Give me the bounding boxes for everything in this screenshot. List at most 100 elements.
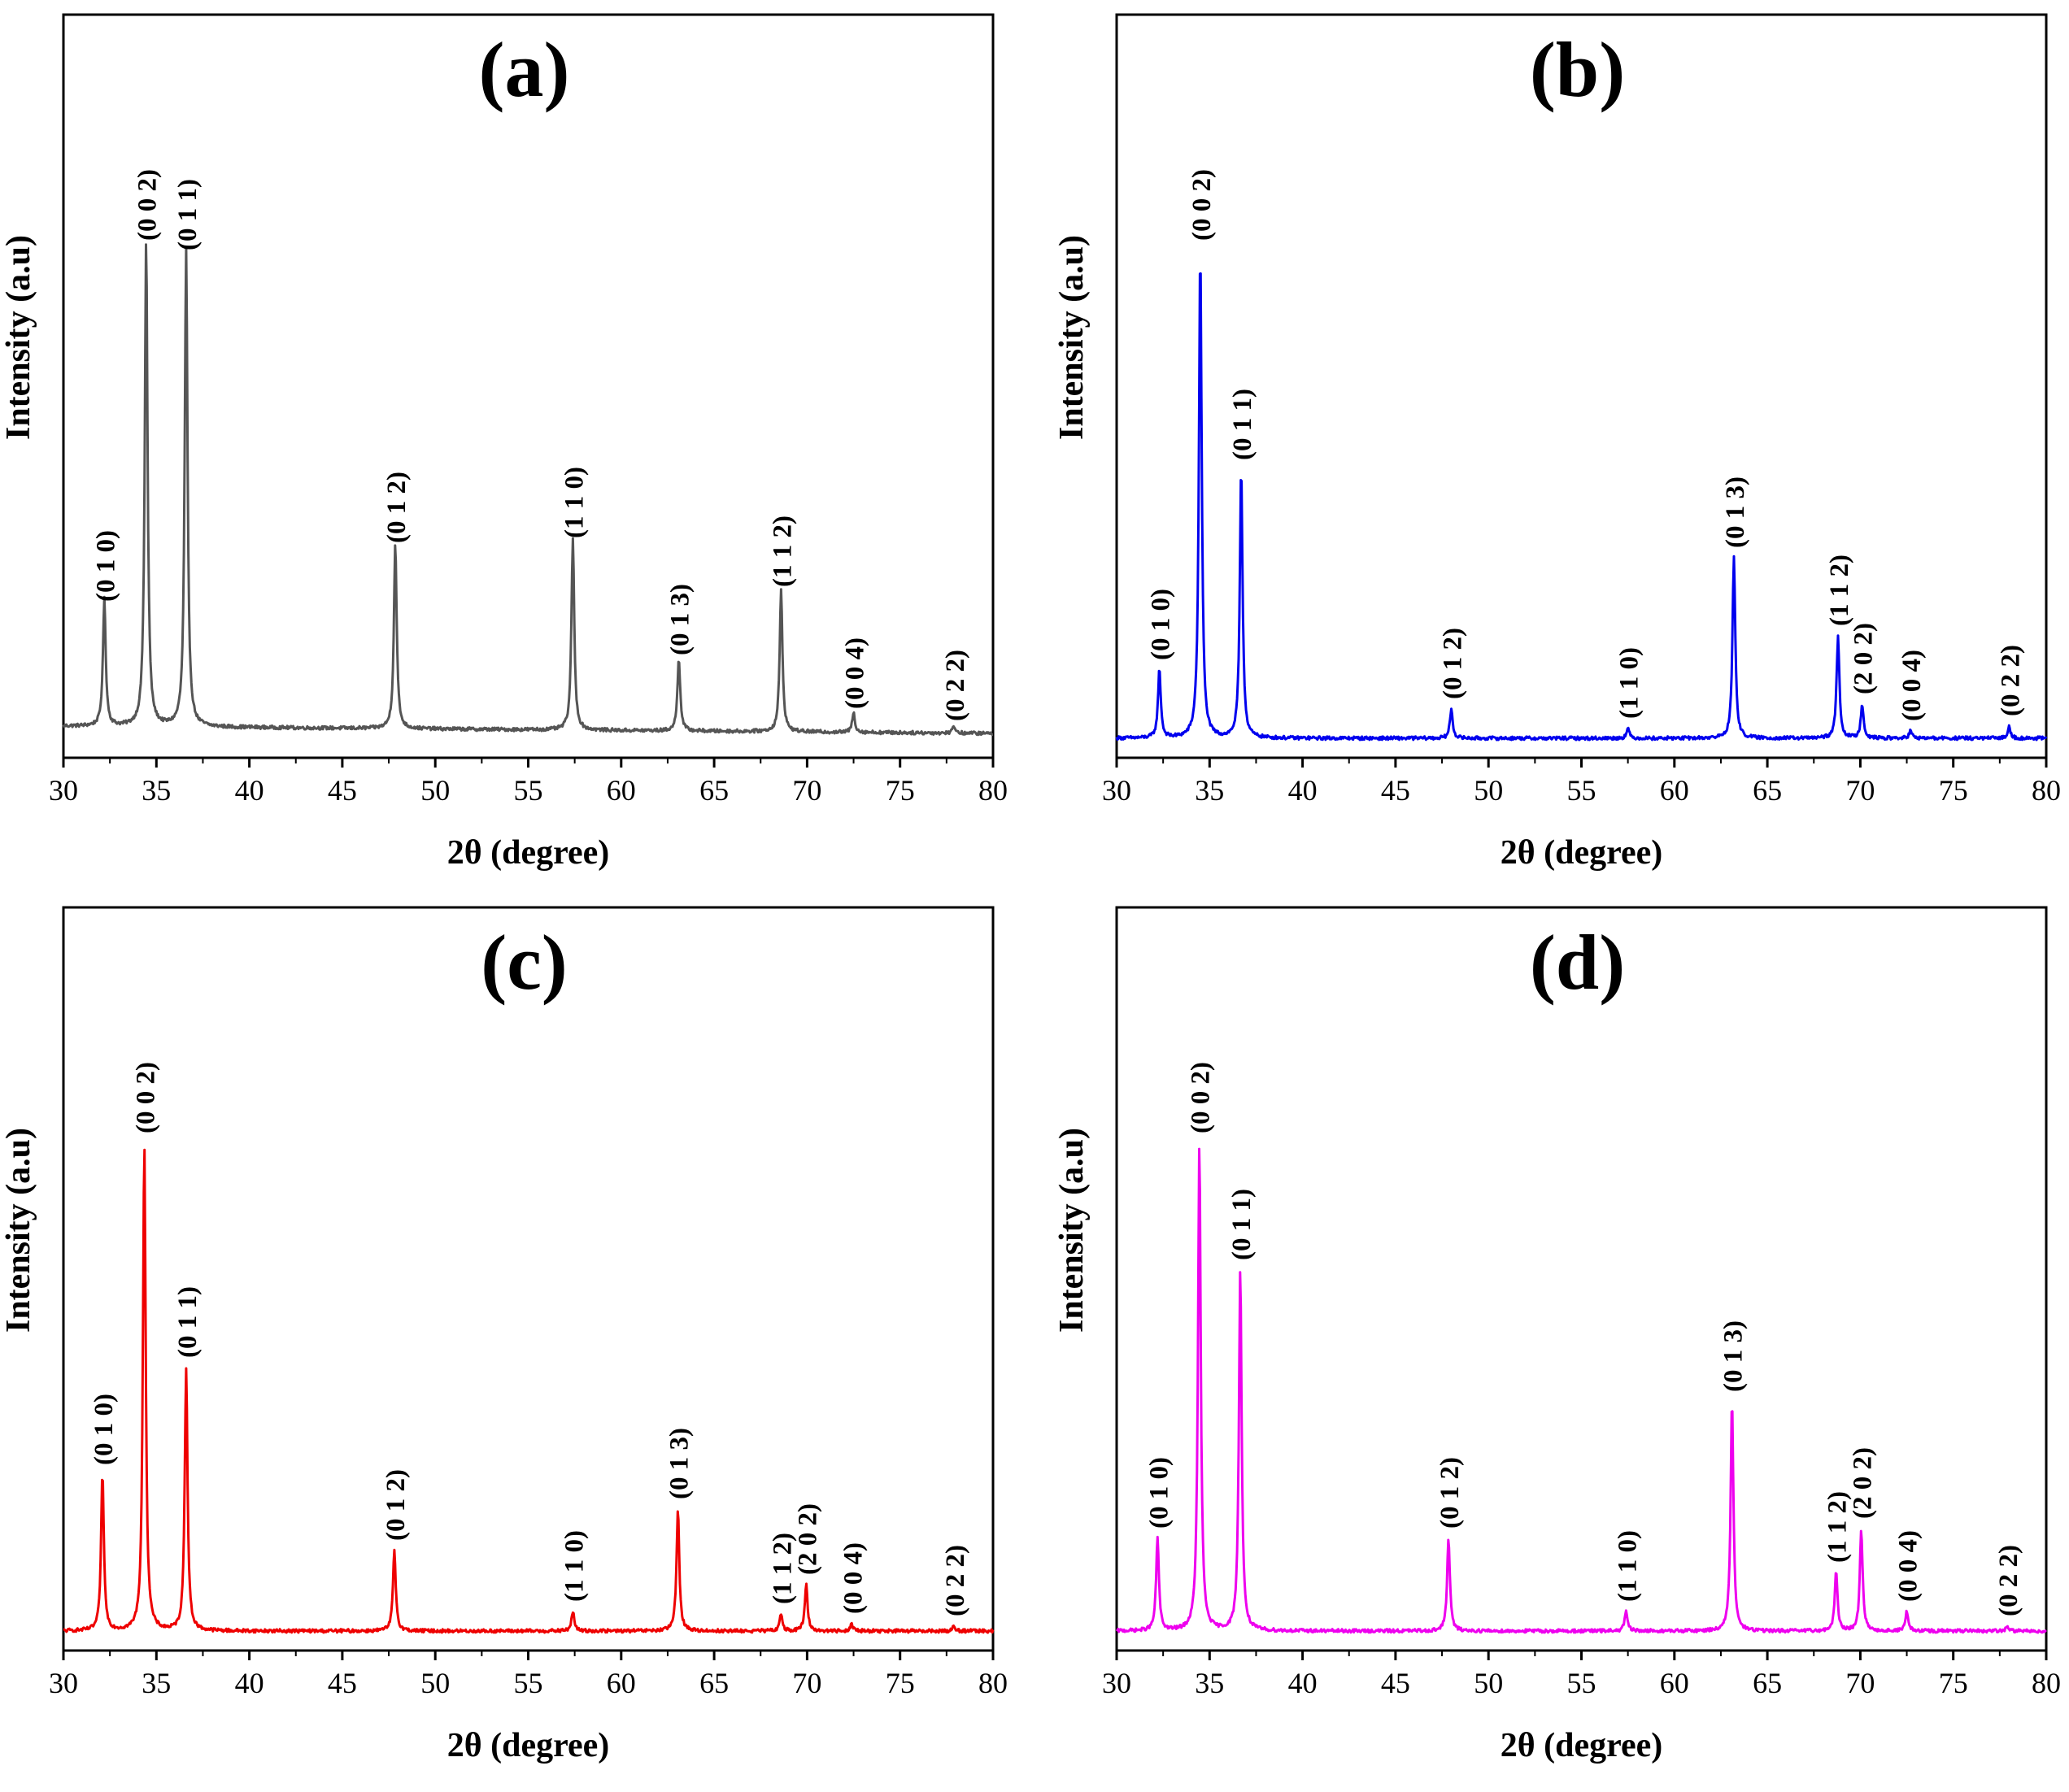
- peak-label: (0 1 1): [1227, 1189, 1257, 1260]
- x-tick-label: 75: [1939, 1667, 1968, 1699]
- peak-label: (0 1 1): [173, 179, 203, 250]
- x-tick-label: 40: [1288, 1667, 1318, 1699]
- x-tick-label: 30: [1102, 1667, 1131, 1699]
- xrd-pattern-line: [63, 1148, 995, 1634]
- peak-label: (1 1 0): [1615, 647, 1644, 719]
- x-tick-label: 75: [1939, 774, 1968, 807]
- peak-label: (0 1 1): [173, 1286, 203, 1358]
- x-tick-label: 65: [1753, 1667, 1782, 1699]
- x-tick-label: 40: [1288, 774, 1318, 807]
- xrd-pattern-line: [1115, 1147, 2047, 1634]
- peak-label: (0 0 2): [133, 169, 163, 241]
- x-tick-label: 50: [1474, 774, 1503, 807]
- x-tick-label: 65: [699, 1667, 729, 1699]
- x-tick-label: 50: [1474, 1667, 1503, 1699]
- panel-a: 30 35 40 45 50 55 60 65 70 75 80 (a) 2θ (degree) Inte…: [0, 13, 1008, 872]
- x-tick-label: 55: [1567, 774, 1596, 807]
- peak-label: (0 2 2): [1994, 1545, 2023, 1616]
- peak-label: (0 1 2): [1435, 1457, 1465, 1529]
- x-tick-label: 80: [2032, 774, 2061, 807]
- x-tick-label: 75: [886, 1667, 915, 1699]
- peak-label: (2 0 2): [1849, 623, 1879, 694]
- x-tick-label: 70: [792, 774, 821, 807]
- x-tick-label: 35: [142, 774, 171, 807]
- x-tick-label: 45: [1381, 774, 1410, 807]
- x-axis-label: 2θ (degree): [447, 834, 610, 872]
- peak-label: (1 1 2): [768, 1533, 797, 1604]
- x-tick-label: 35: [1195, 774, 1224, 807]
- peak-label: (0 0 2): [131, 1062, 160, 1133]
- x-tick-label: 30: [49, 774, 78, 807]
- peak-label: (0 1 0): [89, 1394, 119, 1465]
- plot-frame: [62, 906, 995, 1652]
- peak-label: (2 0 2): [1849, 1447, 1878, 1519]
- peak-label: (1 1 0): [560, 1530, 589, 1602]
- y-axis-label: Intensity (a.u): [1053, 235, 1091, 440]
- peak-label: (1 1 2): [1823, 1491, 1853, 1563]
- peak-label: (2 0 2): [793, 1503, 822, 1575]
- x-tick-label: 35: [1195, 1667, 1224, 1699]
- panel-title: (a): [479, 26, 570, 113]
- x-tick-label: 60: [1660, 1667, 1689, 1699]
- peak-label: (0 1 3): [665, 1428, 695, 1499]
- x-tick-label: 80: [978, 1667, 1008, 1699]
- y-axis-label: Intensity (a.u): [0, 235, 37, 440]
- peak-label: (1 1 0): [1613, 1530, 1642, 1602]
- plot-frame: [1115, 13, 2048, 759]
- x-tick-label: 70: [1845, 1667, 1875, 1699]
- peak-label: (0 0 4): [1897, 650, 1927, 721]
- x-tick-label: 60: [1660, 774, 1689, 807]
- x-tick-label: 65: [1753, 774, 1782, 807]
- x-tick-label: 50: [420, 774, 450, 807]
- peak-label: (0 1 0): [91, 530, 120, 602]
- peak-label: (0 1 3): [666, 584, 695, 655]
- x-tick-label: 55: [1567, 1667, 1596, 1699]
- peak-label: (0 0 4): [838, 1542, 868, 1614]
- x-tick-label: 45: [328, 774, 357, 807]
- x-tick-label: 55: [514, 1667, 543, 1699]
- x-tick-label: 80: [978, 774, 1008, 807]
- peak-label: (1 1 0): [560, 467, 589, 538]
- peak-label: (1 1 2): [1825, 555, 1854, 626]
- peak-label: (0 1 2): [381, 1469, 411, 1541]
- peak-label: (0 2 2): [941, 1545, 970, 1616]
- peak-label: (0 2 2): [1996, 645, 2025, 716]
- x-tick-label: 60: [607, 1667, 636, 1699]
- peak-label: (0 1 2): [1438, 628, 1467, 699]
- x-axis-label: 2θ (degree): [1501, 834, 1663, 872]
- x-tick-label: 55: [514, 774, 543, 807]
- panel-c: 30 35 40 45 50 55 60 65 70 75 80 (c) 2θ (degree) Inte…: [0, 906, 1008, 1764]
- xrd-pattern-line: [1115, 272, 2048, 742]
- peak-label: (0 2 2): [941, 650, 970, 721]
- peak-label: (1 1 2): [768, 515, 797, 587]
- x-tick-label: 45: [328, 1667, 357, 1699]
- panel-title: (c): [481, 919, 568, 1006]
- x-tick-label: 40: [235, 1667, 264, 1699]
- peak-label: (0 1 3): [1721, 476, 1750, 548]
- x-tick-label: 70: [1845, 774, 1875, 807]
- x-tick-label: 60: [607, 774, 636, 807]
- y-axis-label: Intensity (a.u): [1053, 1128, 1091, 1333]
- peak-label: (0 1 1): [1228, 389, 1257, 460]
- panel-d: 30 35 40 45 50 55 60 65 70 75 80 (d) 2θ (degree) Inte…: [1053, 906, 2061, 1764]
- x-tick-label: 30: [1102, 774, 1131, 807]
- peak-label: (0 0 2): [1187, 1062, 1216, 1133]
- peak-label: (0 0 2): [1187, 169, 1217, 241]
- x-tick-label: 70: [792, 1667, 821, 1699]
- x-tick-label: 30: [49, 1667, 78, 1699]
- x-tick-label: 75: [886, 774, 915, 807]
- panel-title: (d): [1530, 919, 1625, 1006]
- peak-label: (0 0 4): [1894, 1530, 1923, 1602]
- x-tick-label: 50: [420, 1667, 450, 1699]
- x-tick-label: 45: [1381, 1667, 1410, 1699]
- xrd-pattern-line: [62, 243, 994, 737]
- peak-label: (0 1 3): [1719, 1320, 1749, 1392]
- x-axis-label: 2θ (degree): [447, 1727, 610, 1764]
- panel-b: 30 35 40 45 50 55 60 65 70 75 80 (b) 2θ (degree) Inte…: [1053, 13, 2061, 872]
- x-axis-label: 2θ (degree): [1501, 1727, 1663, 1764]
- peak-label: (0 1 0): [1144, 1457, 1174, 1529]
- peak-label: (0 0 4): [841, 637, 870, 709]
- y-axis-label: Intensity (a.u): [0, 1128, 37, 1333]
- peak-label: (0 1 2): [382, 472, 412, 543]
